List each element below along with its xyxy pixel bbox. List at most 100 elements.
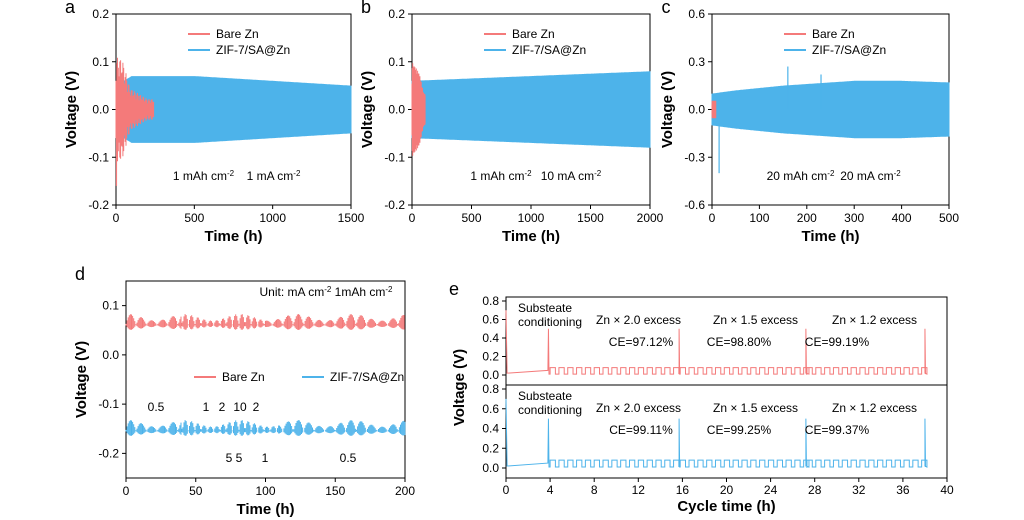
stage-label: Substeate (518, 301, 572, 315)
x-tick-label: 400 (892, 211, 912, 225)
condition-current: 10 mA cm-2 (541, 169, 602, 184)
x-axis-label: Time (h) (801, 228, 859, 245)
x-tick-label: 36 (896, 483, 910, 497)
bare-series (125, 314, 405, 330)
x-tick-label: 500 (461, 211, 481, 225)
coulombic-efficiency: CE=99.11% (609, 423, 673, 437)
stage-label: Substeate (518, 389, 572, 403)
y-tick-label: 0.0 (482, 368, 499, 382)
y-axis-label: Voltage (V) (63, 71, 80, 148)
x-tick-label: 0 (113, 211, 120, 225)
coulombic-efficiency: CE=99.25% (707, 423, 772, 437)
x-tick-label: 150 (325, 484, 345, 498)
coulombic-efficiency: CE=99.19% (805, 335, 870, 349)
y-axis-label: Voltage (V) (451, 349, 468, 426)
y-tick-label: 0.3 (688, 55, 705, 69)
x-tick-label: 0 (123, 484, 130, 498)
panel-letter: e (449, 279, 459, 299)
x-axis-label: Time (h) (236, 501, 294, 518)
legend-entry: ZIF-7/SA@Zn (812, 43, 886, 57)
x-tick-label: 0 (503, 483, 510, 497)
y-tick-label: -0.2 (98, 446, 119, 460)
x-axis-label: Cycle time (h) (677, 498, 775, 515)
legend-entry: Bare Zn (812, 27, 855, 41)
unit-annotation: Unit: mA cm-2 1mAh cm-2 (260, 285, 393, 300)
x-tick-label: 8 (591, 483, 598, 497)
x-tick-label: 300 (844, 211, 864, 225)
x-tick-label: 500 (939, 211, 959, 225)
y-tick-label: 0.2 (388, 7, 405, 21)
y-tick-label: 0.0 (102, 348, 119, 362)
x-tick-label: 24 (764, 483, 778, 497)
x-tick-label: 1500 (338, 211, 365, 225)
x-tick-label: 200 (797, 211, 817, 225)
stage-label: Zn × 2.0 excess (596, 313, 681, 327)
y-tick-label: -0.2 (384, 198, 405, 212)
panel-b: -0.2 -0.1 0.0 0.1 0.2 0 500 1000 1500 2000 Time (h… (359, 0, 664, 245)
x-tick-label: 500 (184, 211, 204, 225)
legend-entry: Bare Zn (222, 370, 265, 384)
y-tick-label: 0.6 (688, 7, 705, 21)
x-tick-label: 12 (632, 483, 646, 497)
x-tick-label: 40 (940, 483, 954, 497)
rate-label: 2 (219, 400, 226, 414)
y-tick-label: -0.1 (384, 150, 405, 164)
panel-c: -0.6 -0.3 0.0 0.3 0.6 0 100 200 300 400 500 Time (h… (659, 0, 959, 245)
y-tick-label: 0.0 (92, 103, 109, 117)
x-axis-label: Time (h) (502, 228, 560, 245)
x-tick-label: 4 (547, 483, 554, 497)
coulombic-efficiency: CE=98.80% (707, 335, 772, 349)
coulombic-efficiency: CE=99.37% (805, 423, 870, 437)
x-tick-label: 28 (808, 483, 822, 497)
stage-label: conditioning (518, 315, 582, 329)
y-tick-label: 0.0 (388, 103, 405, 117)
rate-label: 0.5 (148, 400, 165, 414)
y-tick-label: 0.2 (92, 7, 109, 21)
y-tick-label: -0.1 (98, 397, 119, 411)
x-tick-label: 20 (720, 483, 734, 497)
y-tick-label: 0.8 (482, 294, 499, 308)
y-tick-label: 0.1 (102, 299, 119, 313)
y-axis-label: Voltage (V) (359, 71, 376, 148)
x-tick-label: 1500 (577, 211, 604, 225)
stage-label: Zn × 1.5 excess (713, 401, 798, 415)
coulombic-efficiency: CE=97.12% (609, 335, 674, 349)
y-tick-label: 0.4 (482, 331, 499, 345)
rate-label: 0.5 (340, 451, 357, 465)
x-tick-label: 2000 (637, 211, 664, 225)
bare-series (505, 310, 928, 375)
zif-series (125, 420, 406, 436)
condition-capacity: 1 mAh cm-2 (173, 169, 235, 184)
y-tick-label: -0.6 (684, 198, 705, 212)
y-tick-label: 0.6 (482, 402, 499, 416)
x-tick-label: 0 (409, 211, 416, 225)
stage-label: Zn × 1.2 excess (832, 313, 917, 327)
y-tick-label: 0.2 (482, 441, 499, 455)
x-tick-label: 100 (749, 211, 769, 225)
zif-series (505, 398, 928, 468)
y-tick-label: -0.2 (88, 198, 109, 212)
y-tick-label: 0.0 (688, 103, 705, 117)
legend-entry: Bare Zn (216, 27, 259, 41)
y-tick-label: 0.2 (482, 350, 499, 364)
zif-series (711, 80, 950, 139)
bare-series (411, 63, 426, 156)
panel-d: -0.2 -0.1 0.0 0.1 0 50 100 150 200 Time (h) Voltag… (73, 264, 415, 518)
panel-a: -0.2 -0.1 0.0 0.1 0.2 0 500 1000 1500 Time (h) Vol… (63, 0, 365, 245)
condition-current: 20 mA cm-2 (840, 169, 901, 184)
panel-letter: b (361, 0, 371, 17)
bare-series (711, 100, 717, 119)
legend-entry: Bare Zn (512, 27, 555, 41)
y-tick-label: 0.4 (482, 422, 499, 436)
y-tick-label: 0.6 (482, 313, 499, 327)
y-tick-label: 0.1 (388, 55, 405, 69)
panel-letter: c (662, 0, 671, 17)
condition-current: 1 mA cm-2 (247, 169, 301, 184)
y-tick-label: -0.1 (88, 150, 109, 164)
x-tick-label: 200 (395, 484, 415, 498)
condition-capacity: 1 mAh cm-2 (470, 169, 532, 184)
y-tick-label: 0.0 (482, 461, 499, 475)
panel-letter: d (75, 264, 85, 284)
rate-label: 5 (226, 451, 233, 465)
